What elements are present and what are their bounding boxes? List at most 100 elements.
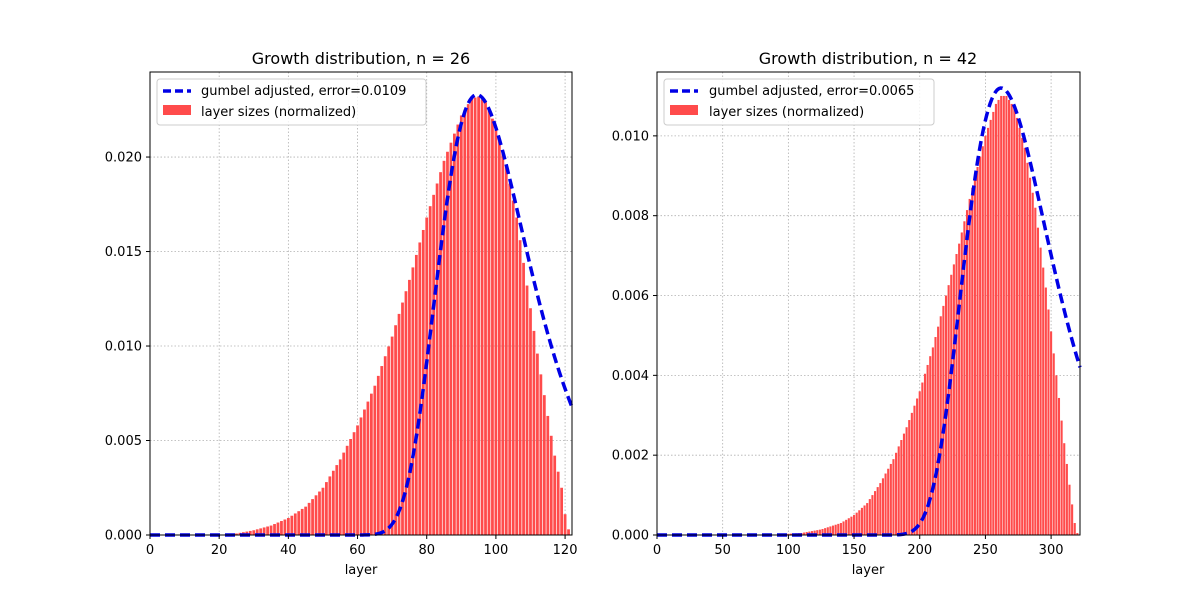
right-x-tick-label: 100: [776, 543, 801, 558]
right-bar: [929, 356, 932, 535]
right-bar: [976, 166, 979, 536]
left-bar: [338, 459, 342, 535]
right-bar: [973, 177, 976, 535]
right-bar: [1076, 533, 1079, 535]
right-bar: [989, 119, 992, 536]
left-x-tick-label: 80: [418, 543, 435, 558]
left-bar: [321, 487, 325, 535]
left-bar: [363, 409, 366, 535]
right-plot-frame: [656, 71, 1081, 536]
left-bar: [238, 532, 242, 535]
right-x-tick-label: 50: [714, 543, 731, 558]
left-x-axis-label: layer: [345, 563, 378, 578]
right-bar: [1000, 95, 1003, 535]
left-bar: [522, 262, 525, 535]
left-bar: [318, 491, 321, 535]
left-bar: [387, 346, 391, 535]
right-bar: [1026, 162, 1029, 535]
right-bar: [874, 491, 877, 535]
left-bar: [532, 330, 536, 535]
right-bar: [813, 530, 816, 535]
right-bar: [934, 337, 937, 535]
right-bar: [837, 523, 840, 535]
left-bar: [549, 435, 553, 535]
left-bar: [536, 353, 539, 535]
left-bar: [515, 217, 519, 535]
left-bar: [418, 242, 422, 535]
left-bar: [401, 302, 404, 535]
left-bar: [546, 415, 550, 535]
left-legend: gumbel adjusted, error=0.0109 layer size…: [156, 78, 427, 126]
left-x-tick-label: 100: [483, 543, 508, 558]
left-bar: [529, 308, 532, 535]
right-bar: [1010, 103, 1013, 536]
right-ticks: 0 50 100 150 200 250 300 0.000 0.002 0.004 0.006 0.…: [612, 129, 1064, 558]
left-legend-bar-swatch: [163, 105, 191, 115]
right-bar: [1021, 137, 1024, 535]
right-bar: [1015, 117, 1018, 535]
right-bar: [1042, 267, 1045, 535]
left-bar: [494, 126, 498, 536]
right-bar: [923, 373, 927, 535]
right-bar: [992, 111, 995, 536]
right-legend: gumbel adjusted, error=0.0065 layer size…: [663, 78, 935, 126]
left-bar: [501, 153, 505, 535]
left-bar: [259, 528, 263, 535]
right-bar: [952, 264, 955, 535]
right-bar: [900, 440, 903, 535]
right-bar: [1031, 192, 1034, 535]
right-bar: [866, 503, 869, 535]
left-bar: [304, 506, 308, 535]
left-legend-label-curve: gumbel adjusted, error=0.0109: [201, 84, 406, 99]
right-x-tick-label: 250: [973, 543, 998, 558]
right-bar: [947, 285, 950, 535]
right-bar: [921, 382, 924, 535]
left-bar: [276, 522, 280, 535]
right-bar: [950, 274, 953, 535]
left-bar: [297, 511, 301, 535]
right-legend-bar-swatch: [670, 105, 698, 115]
right-y-tick-label: 0.006: [612, 289, 649, 304]
right-bar: [826, 527, 829, 535]
right-bar: [937, 326, 940, 535]
left-bar: [280, 521, 283, 535]
right-bar: [879, 483, 882, 535]
left-chart-title: Growth distribution, n = 26: [252, 49, 470, 68]
left-bar: [446, 151, 449, 535]
left-x-tick-label: 120: [553, 543, 578, 558]
left-bar: [456, 124, 460, 536]
left-legend-box: [156, 78, 427, 126]
left-bar: [311, 499, 314, 535]
left-bar: [366, 401, 370, 535]
left-bar: [307, 502, 311, 535]
left-bar: [453, 133, 456, 535]
right-bar: [816, 530, 819, 535]
left-bar: [397, 313, 401, 535]
right-bar: [897, 446, 900, 535]
left-bar: [290, 515, 294, 535]
left-bar: [491, 118, 494, 536]
left-bar: [283, 519, 287, 535]
right-bar: [979, 156, 982, 535]
left-y-tick-label: 0.000: [105, 529, 142, 544]
right-bar: [1018, 127, 1021, 536]
right-y-tick-label: 0.004: [612, 369, 649, 384]
right-bar: [876, 487, 879, 535]
right-bar: [789, 533, 793, 535]
right-bar: [1052, 353, 1055, 535]
left-bar: [470, 98, 474, 535]
left-plot-frame: [149, 71, 573, 536]
left-bar: [408, 279, 411, 535]
right-bar: [1044, 287, 1047, 535]
left-bar: [314, 495, 318, 535]
right-bar: [805, 532, 808, 535]
left-x-tick-label: 20: [211, 543, 228, 558]
left-bar: [380, 366, 384, 535]
left-bar: [525, 285, 529, 535]
right-bar: [910, 412, 913, 535]
right-bar: [913, 405, 916, 535]
right-bar: [1055, 375, 1058, 535]
right-bar: [860, 507, 863, 535]
right-bar: [1029, 177, 1032, 535]
right-bar: [986, 127, 990, 536]
